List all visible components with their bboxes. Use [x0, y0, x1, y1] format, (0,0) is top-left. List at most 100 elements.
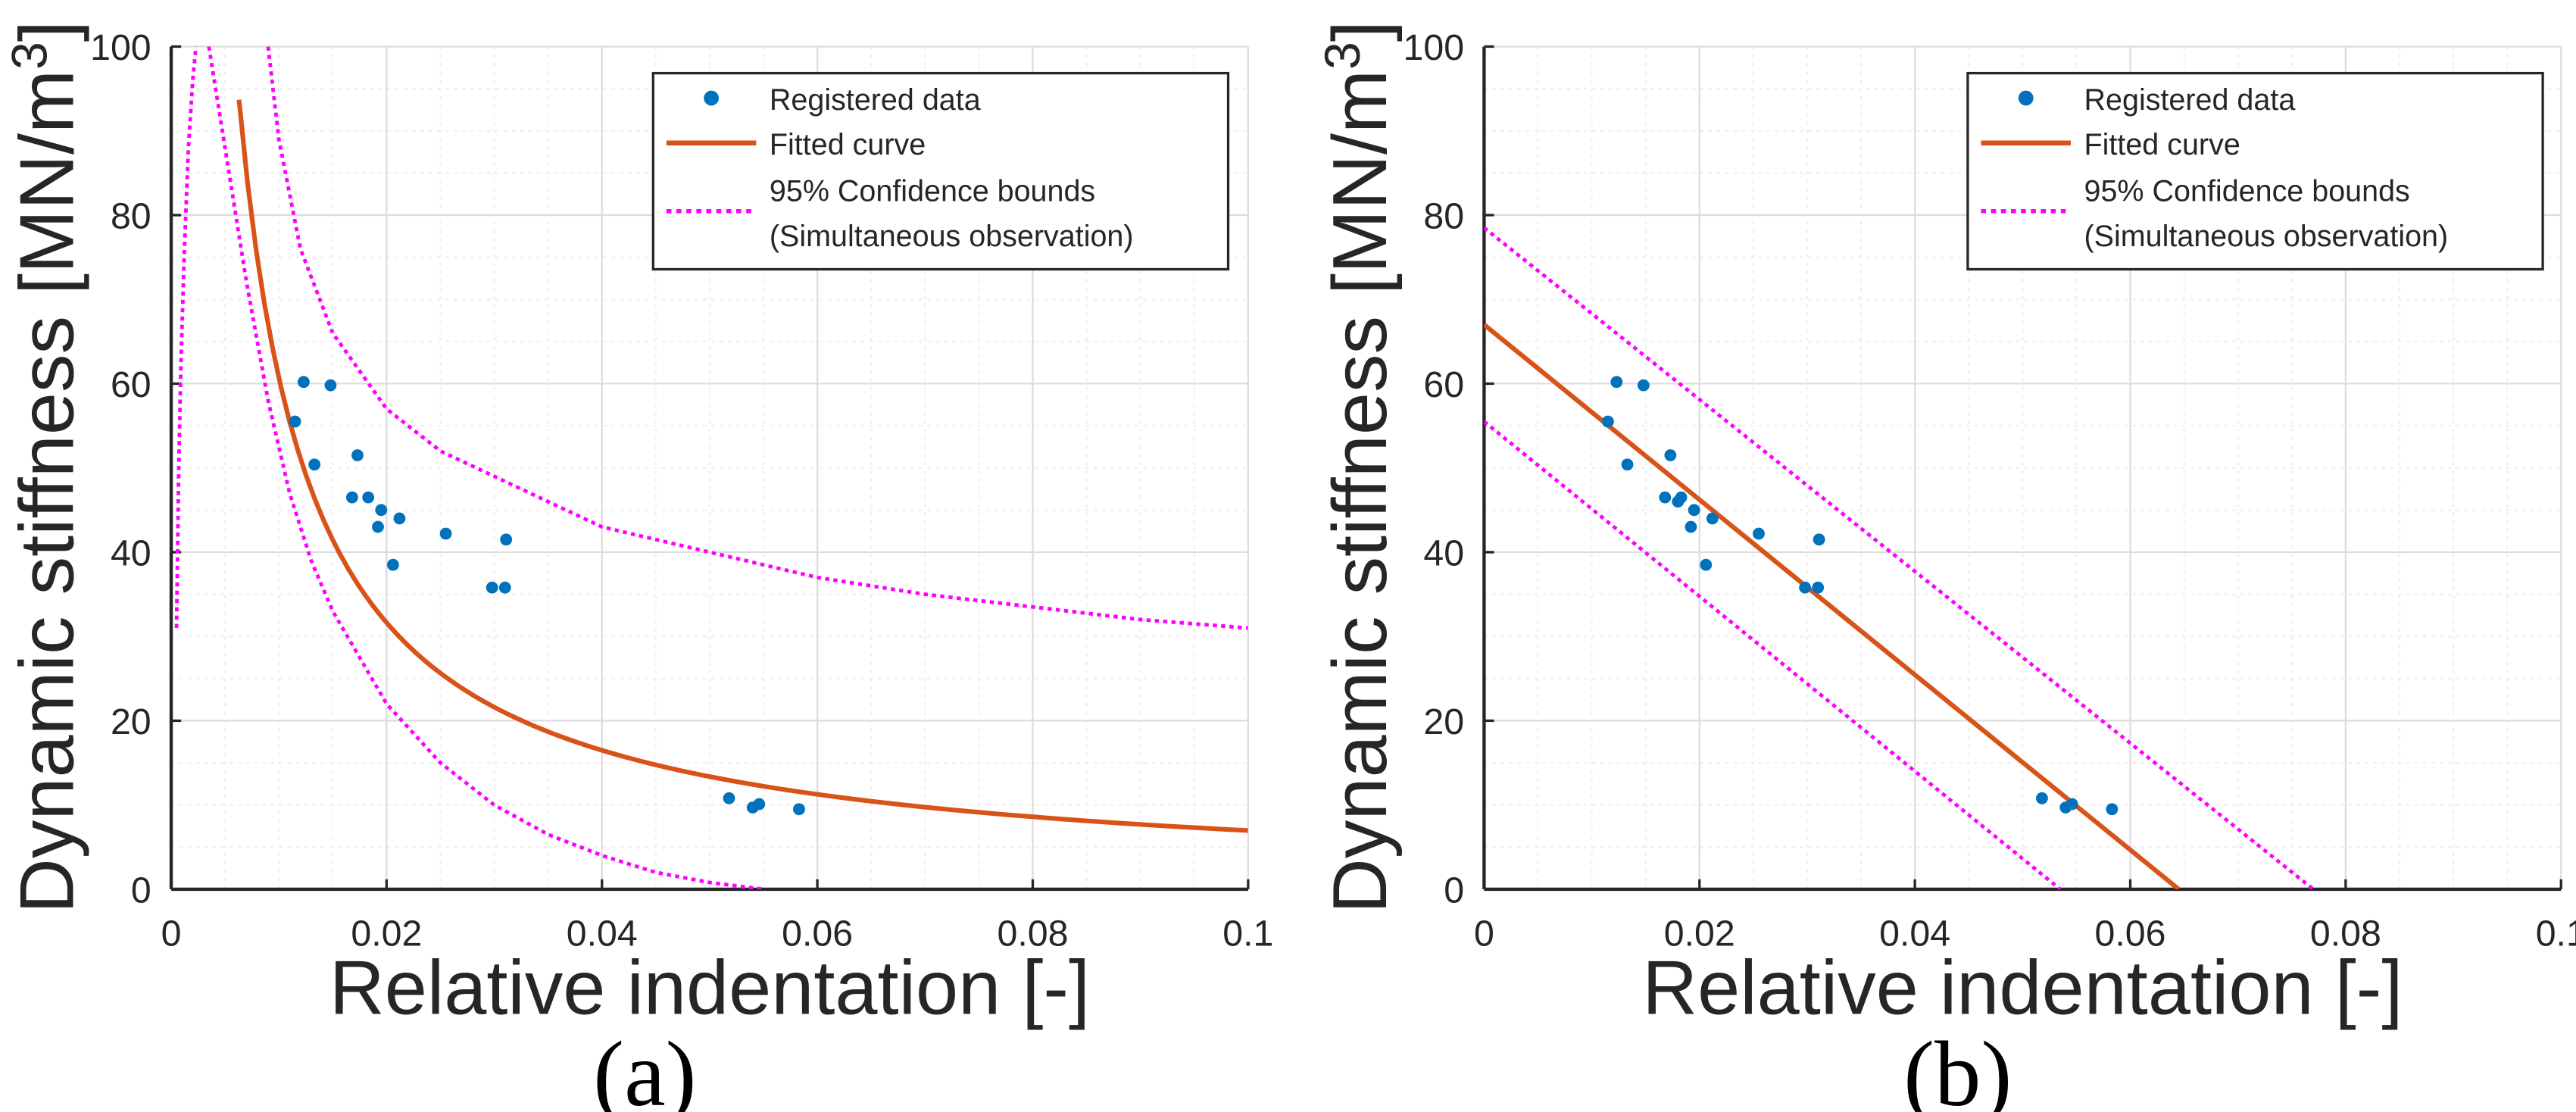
series-b: [1484, 226, 2315, 889]
y-axis-label-a: Dynamic stiffness [MN/m3]: [1, 20, 89, 914]
x-tick-label: 0.06: [782, 914, 853, 954]
x-axis-label-b: Relative indentation [-]: [1642, 946, 2403, 1031]
data-point: [500, 533, 513, 546]
data-point: [308, 458, 321, 471]
y-tick-label: 0: [131, 870, 151, 911]
data-point: [498, 581, 511, 594]
data-point: [2065, 798, 2078, 811]
data-point: [723, 792, 735, 804]
chart-a: 0 0.02 0.04 0.06 0.08 0.1 0 20 40 60 80 100 Relati…: [1, 20, 1273, 1112]
series-a: [174, 46, 1248, 889]
data-point: [486, 581, 498, 594]
x-tick-label: 0.02: [351, 914, 422, 954]
data-point: [387, 558, 399, 571]
legend-label-bounds-line2-a: (Simultaneous observation): [770, 220, 1134, 253]
y-tick-label: 80: [1423, 196, 1464, 237]
data-point: [2106, 803, 2119, 816]
legend-box-b: [1966, 71, 2544, 271]
x-tick-label: 0.06: [2095, 914, 2166, 954]
data-point: [297, 376, 310, 389]
x-tick-label: 0.1: [2536, 914, 2576, 954]
upper-bound-line: [266, 46, 1248, 630]
data-point: [1812, 581, 1825, 594]
data-point: [1688, 504, 1700, 517]
data-point: [1700, 558, 1713, 571]
data-point: [1637, 379, 1650, 392]
data-point: [289, 415, 301, 428]
y-axis-label-b: Dynamic stiffness [MN/m3]: [1314, 20, 1403, 914]
axes-b: [1482, 46, 2562, 892]
fitted-curve-line: [236, 99, 1248, 833]
lower-bound-left-line: [174, 46, 198, 629]
data-point: [324, 379, 337, 392]
x-axis-label-a: Relative indentation [-]: [329, 946, 1090, 1031]
legend-label-bounds-line1-b: 95% Confidence bounds: [2084, 175, 2410, 208]
legend-marker-registered-a: [704, 90, 719, 106]
y-tick-label: 20: [1423, 701, 1464, 742]
fitted-curve-line: [1484, 323, 2181, 889]
x-tick-label: 0: [161, 914, 182, 954]
legend-label-fitted-a: Fitted curve: [770, 128, 926, 161]
x-tick-label: 0.04: [567, 914, 638, 954]
data-point: [1813, 533, 1825, 546]
panel-label-b: (b): [1903, 1023, 2012, 1112]
y-tick-label: 60: [111, 364, 151, 405]
tick-marks-a: [170, 45, 1250, 891]
legend-a: Registered data Fitted curve 95% Confide…: [651, 71, 1230, 271]
legend-label-registered-a: Registered data: [770, 83, 981, 117]
chart-b: 0 0.02 0.04 0.06 0.08 0.1 0 20 40 60 80 100 Relati…: [1314, 20, 2576, 1112]
legend-label-registered-b: Registered data: [2084, 83, 2296, 117]
data-point: [1685, 520, 1697, 533]
legend-b: Registered data Fitted curve 95% Confide…: [1966, 71, 2544, 271]
x-tick-label: 0.08: [2310, 914, 2381, 954]
data-point: [793, 803, 805, 816]
y-tick-labels-a: 0 20 40 60 80 100: [90, 27, 151, 911]
y-tick-label: 100: [90, 27, 151, 68]
data-point: [1621, 458, 1634, 471]
y-tick-label: 80: [111, 196, 151, 237]
data-point: [439, 527, 452, 540]
panel-label-a: (a): [593, 1023, 696, 1112]
data-point: [1610, 376, 1623, 389]
data-point: [362, 491, 375, 504]
data-point: [1753, 527, 1765, 540]
lower-bound-right-line: [207, 46, 764, 889]
x-tick-labels-b: 0 0.02 0.04 0.06 0.08 0.1: [1474, 914, 2576, 954]
data-point: [1664, 449, 1677, 461]
y-tick-label: 100: [1404, 27, 1465, 68]
data-point: [351, 449, 364, 461]
data-point: [345, 491, 358, 504]
y-tick-label: 20: [111, 701, 151, 742]
x-tick-label: 0.02: [1664, 914, 1735, 954]
data-point: [753, 798, 766, 811]
x-tick-label: 0.08: [997, 914, 1068, 954]
data-point: [1659, 491, 1672, 504]
data-point: [372, 520, 384, 533]
upper-bound-line: [1484, 226, 2315, 889]
data-point: [1706, 512, 1719, 525]
y-tick-label: 60: [1423, 364, 1464, 405]
x-tick-label: 0: [1474, 914, 1494, 954]
legend-label-bounds-line2-b: (Simultaneous observation): [2084, 220, 2449, 253]
legend-marker-registered-b: [2018, 90, 2034, 106]
x-tick-labels-a: 0 0.02 0.04 0.06 0.08 0.1: [161, 914, 1274, 954]
data-point: [1799, 581, 1812, 594]
data-point: [1602, 415, 1614, 428]
legend-label-fitted-b: Fitted curve: [2084, 128, 2240, 161]
data-point: [375, 504, 388, 517]
x-tick-label: 0.04: [1879, 914, 1950, 954]
data-point: [393, 512, 406, 525]
x-tick-label: 0.1: [1222, 914, 1273, 954]
y-tick-labels-b: 0 20 40 60 80 100: [1404, 27, 1465, 911]
y-tick-label: 40: [1423, 533, 1464, 574]
lower-bound-line: [1484, 420, 2062, 889]
tick-marks-b: [1482, 45, 2562, 891]
data-point: [1675, 491, 1688, 504]
legend-label-bounds-line1-a: 95% Confidence bounds: [770, 175, 1095, 208]
legend-box-a: [651, 71, 1230, 271]
y-tick-label: 0: [1444, 870, 1464, 911]
y-tick-label: 40: [111, 533, 151, 574]
axes-a: [169, 46, 1248, 892]
data-point: [2036, 792, 2048, 804]
